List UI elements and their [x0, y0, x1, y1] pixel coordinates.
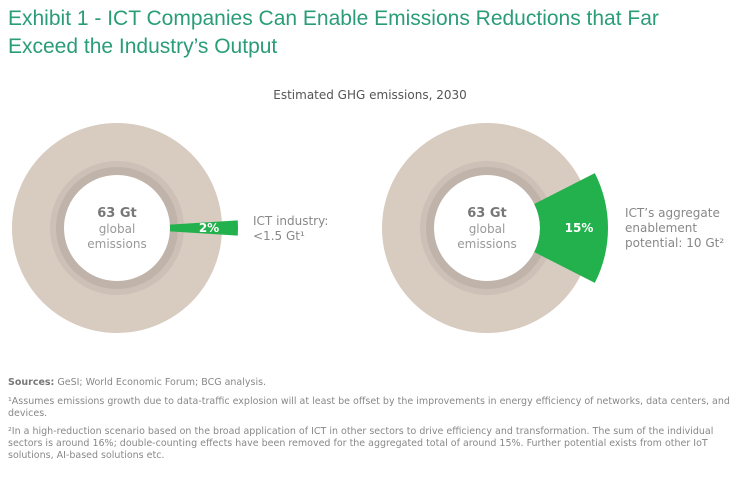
sources: Sources: GeSI; World Economic Forum; BCG…	[8, 377, 733, 389]
highlight-wedge	[534, 173, 608, 283]
center-label: global	[469, 222, 506, 236]
center-label: global	[99, 222, 136, 236]
annotation-line: ICT’s aggregate	[625, 206, 720, 220]
annotation-line: enablement	[625, 221, 698, 235]
annotation-line: potential: 10 Gt²	[625, 236, 725, 250]
center-value: 63 Gt	[467, 206, 507, 221]
center-value: 63 Gt	[97, 206, 137, 221]
center-hole	[434, 175, 540, 281]
chart-subtitle: Estimated GHG emissions, 2030	[273, 88, 467, 102]
annotation-left: ICT industry: <1.5 Gt¹	[253, 214, 328, 244]
annotation-line: <1.5 Gt¹	[253, 229, 305, 243]
center-label: emissions	[87, 237, 146, 251]
sources-label: Sources:	[8, 377, 55, 388]
footnote-2: ²In a high-reduction scenario based on t…	[8, 426, 714, 461]
footnote-1: ¹Assumes emissions growth due to data-tr…	[8, 396, 730, 419]
highlight-label: 15%	[565, 221, 594, 235]
highlight-label: 2%	[199, 221, 219, 235]
sources-text: GeSI; World Economic Forum; BCG analysis…	[54, 377, 267, 388]
annotation-right: ICT’s aggregate enablement potential: 10…	[625, 206, 724, 251]
highlight-wedge	[169, 220, 238, 236]
center-hole	[64, 175, 170, 281]
exhibit-title: Exhibit 1 - ICT Companies Can Enable Emi…	[8, 7, 659, 58]
center-label: emissions	[457, 237, 516, 251]
annotation-line: ICT industry:	[253, 214, 329, 228]
